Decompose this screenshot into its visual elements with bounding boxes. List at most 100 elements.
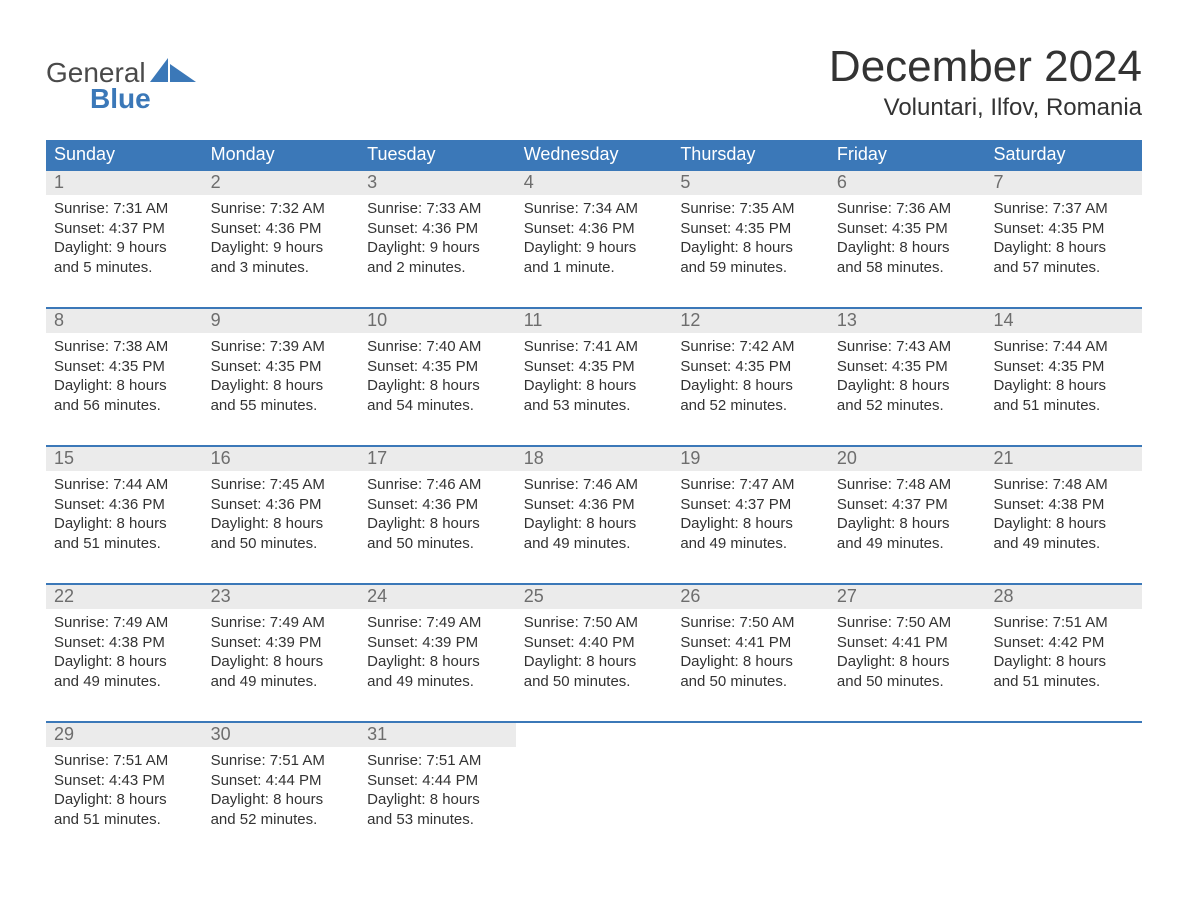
daylight-line1-value: 9 hours: [430, 239, 480, 256]
calendar-week: 29Sunrise: 7:51 AMSunset: 4:43 PMDayligh…: [46, 721, 1142, 859]
daylight-line1: Daylight: 8 hours: [54, 652, 195, 672]
day-details: Sunrise: 7:48 AMSunset: 4:38 PMDaylight:…: [993, 475, 1134, 553]
date-number: 20: [829, 447, 986, 471]
daylight-line1: Daylight: 8 hours: [211, 514, 352, 534]
day-header: Saturday: [985, 140, 1142, 171]
daylight-line1-label: Daylight:: [680, 377, 743, 394]
day-details: Sunrise: 7:44 AMSunset: 4:36 PMDaylight:…: [54, 475, 195, 553]
calendar-day: 4Sunrise: 7:34 AMSunset: 4:36 PMDaylight…: [516, 171, 673, 307]
daylight-line1-value: 8 hours: [117, 653, 167, 670]
date-number: 7: [985, 171, 1142, 195]
sunset-line: Sunset: 4:44 PM: [211, 771, 352, 791]
calendar-day: [672, 723, 829, 859]
date-number: 14: [985, 309, 1142, 333]
sunset-line-value: 4:43 PM: [109, 772, 165, 789]
sunrise-line: Sunrise: 7:44 AM: [993, 337, 1134, 357]
sunrise-line-label: Sunrise:: [211, 476, 270, 493]
sunset-line: Sunset: 4:36 PM: [524, 495, 665, 515]
daylight-line1: Daylight: 8 hours: [524, 376, 665, 396]
calendar-day: 25Sunrise: 7:50 AMSunset: 4:40 PMDayligh…: [516, 585, 673, 721]
sunrise-line-value: 7:42 AM: [740, 338, 795, 355]
calendar-day: 20Sunrise: 7:48 AMSunset: 4:37 PMDayligh…: [829, 447, 986, 583]
calendar-day: 24Sunrise: 7:49 AMSunset: 4:39 PMDayligh…: [359, 585, 516, 721]
day-header: Monday: [203, 140, 360, 171]
sunrise-line: Sunrise: 7:44 AM: [54, 475, 195, 495]
calendar-day: [985, 723, 1142, 859]
daylight-line1: Daylight: 8 hours: [54, 376, 195, 396]
daylight-line2: and 49 minutes.: [54, 672, 195, 692]
daylight-line2: and 51 minutes.: [993, 672, 1134, 692]
daylight-line1-value: 8 hours: [117, 791, 167, 808]
daylight-line2: and 50 minutes.: [837, 672, 978, 692]
sunset-line-label: Sunset:: [837, 358, 892, 375]
day-details: Sunrise: 7:34 AMSunset: 4:36 PMDaylight:…: [524, 199, 665, 277]
location-subtitle: Voluntari, Ilfov, Romania: [829, 94, 1142, 122]
sunrise-line-label: Sunrise:: [524, 338, 583, 355]
daylight-line1: Daylight: 8 hours: [680, 514, 821, 534]
daylight-line2: and 51 minutes.: [54, 810, 195, 830]
daylight-line1-value: 8 hours: [430, 791, 480, 808]
day-details: Sunrise: 7:32 AMSunset: 4:36 PMDaylight:…: [211, 199, 352, 277]
sunrise-line-label: Sunrise:: [54, 614, 113, 631]
sunrise-line: Sunrise: 7:42 AM: [680, 337, 821, 357]
date-number: 31: [359, 723, 516, 747]
daylight-line2: and 1 minute.: [524, 258, 665, 278]
sunrise-line-value: 7:36 AM: [896, 200, 951, 217]
sunrise-line: Sunrise: 7:49 AM: [54, 613, 195, 633]
sunrise-line: Sunrise: 7:49 AM: [367, 613, 508, 633]
calendar-body: 1Sunrise: 7:31 AMSunset: 4:37 PMDaylight…: [46, 171, 1142, 859]
daylight-line1-label: Daylight:: [211, 377, 274, 394]
sunrise-line-value: 7:34 AM: [583, 200, 638, 217]
calendar-day: 16Sunrise: 7:45 AMSunset: 4:36 PMDayligh…: [203, 447, 360, 583]
daylight-line1-value: 8 hours: [899, 515, 949, 532]
sunrise-line-value: 7:43 AM: [896, 338, 951, 355]
sunset-line-label: Sunset:: [367, 358, 422, 375]
sunset-line-label: Sunset:: [680, 220, 735, 237]
daylight-line1-label: Daylight:: [680, 515, 743, 532]
sunrise-line: Sunrise: 7:48 AM: [993, 475, 1134, 495]
daylight-line2: and 53 minutes.: [367, 810, 508, 830]
daylight-line1-value: 9 hours: [273, 239, 323, 256]
calendar-day: 29Sunrise: 7:51 AMSunset: 4:43 PMDayligh…: [46, 723, 203, 859]
calendar-week: 22Sunrise: 7:49 AMSunset: 4:38 PMDayligh…: [46, 583, 1142, 721]
sunrise-line-label: Sunrise:: [211, 752, 270, 769]
sunset-line: Sunset: 4:35 PM: [680, 357, 821, 377]
daylight-line2: and 51 minutes.: [54, 534, 195, 554]
sunrise-line-value: 7:33 AM: [426, 200, 481, 217]
date-number: 24: [359, 585, 516, 609]
sunrise-line: Sunrise: 7:40 AM: [367, 337, 508, 357]
daylight-line1-value: 8 hours: [586, 653, 636, 670]
daylight-line2: and 52 minutes.: [837, 396, 978, 416]
sunset-line-label: Sunset:: [680, 496, 735, 513]
day-details: Sunrise: 7:50 AMSunset: 4:41 PMDaylight:…: [680, 613, 821, 691]
calendar-day: 19Sunrise: 7:47 AMSunset: 4:37 PMDayligh…: [672, 447, 829, 583]
sunset-line: Sunset: 4:36 PM: [367, 495, 508, 515]
calendar-day: 15Sunrise: 7:44 AMSunset: 4:36 PMDayligh…: [46, 447, 203, 583]
day-details: Sunrise: 7:36 AMSunset: 4:35 PMDaylight:…: [837, 199, 978, 277]
daylight-line2: and 50 minutes.: [367, 534, 508, 554]
calendar-week: 8Sunrise: 7:38 AMSunset: 4:35 PMDaylight…: [46, 307, 1142, 445]
sunset-line: Sunset: 4:39 PM: [211, 633, 352, 653]
sunset-line-value: 4:41 PM: [892, 634, 948, 651]
sunset-line-value: 4:39 PM: [422, 634, 478, 651]
sunrise-line: Sunrise: 7:43 AM: [837, 337, 978, 357]
sunrise-line-value: 7:51 AM: [426, 752, 481, 769]
sunset-line-label: Sunset:: [211, 358, 266, 375]
sunrise-line-label: Sunrise:: [54, 752, 113, 769]
sail-icon: [150, 58, 196, 87]
day-header: Friday: [829, 140, 986, 171]
calendar-day: 23Sunrise: 7:49 AMSunset: 4:39 PMDayligh…: [203, 585, 360, 721]
daylight-line1-value: 8 hours: [899, 377, 949, 394]
calendar-day: [829, 723, 986, 859]
daylight-line1-value: 8 hours: [586, 377, 636, 394]
calendar: SundayMondayTuesdayWednesdayThursdayFrid…: [46, 140, 1142, 859]
day-details: Sunrise: 7:50 AMSunset: 4:40 PMDaylight:…: [524, 613, 665, 691]
daylight-line1: Daylight: 8 hours: [367, 514, 508, 534]
daylight-line1-label: Daylight:: [524, 239, 587, 256]
sunset-line: Sunset: 4:40 PM: [524, 633, 665, 653]
date-number: 30: [203, 723, 360, 747]
sunrise-line-label: Sunrise:: [524, 614, 583, 631]
daylight-line1-value: 8 hours: [743, 515, 793, 532]
daylight-line1-value: 8 hours: [743, 239, 793, 256]
sunrise-line-label: Sunrise:: [211, 200, 270, 217]
